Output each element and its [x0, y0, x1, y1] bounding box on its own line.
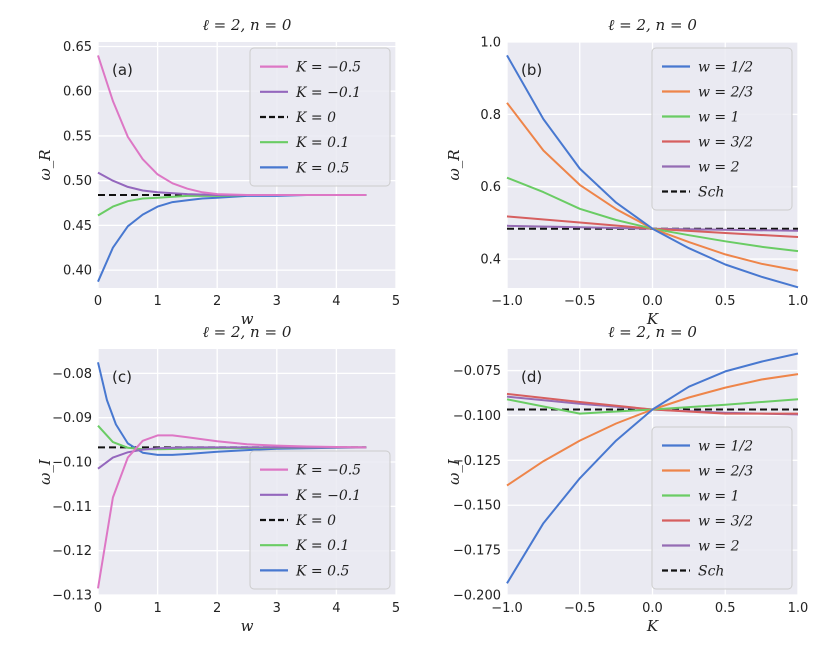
- x-axis-label: w: [241, 310, 254, 328]
- legend-entry: K = 0.1: [295, 135, 349, 151]
- x-tick-label: 5: [392, 601, 400, 616]
- x-tick-label: 0.0: [642, 601, 663, 616]
- x-axis-label: w: [241, 617, 254, 635]
- legend-entry: K = −0.1: [295, 488, 361, 504]
- x-tick-label: −0.5: [564, 294, 596, 309]
- y-tick-label: −0.075: [453, 364, 501, 379]
- x-tick-label: 3: [273, 601, 281, 616]
- legend: K = −0.5 K = −0.1 K = 0 K = 0.1 K = 0.5: [249, 450, 391, 590]
- x-tick-label: −0.5: [564, 601, 596, 616]
- panel-b: −1.0 −0.5 0.0 0.5 1.0 0.4 0.6 0.8 1.0 ℓ = 2, n = …: [445, 16, 808, 328]
- x-axis-label: K: [646, 617, 659, 635]
- x-tick-label: 0.5: [715, 601, 736, 616]
- legend-entry: w = 2: [698, 539, 740, 555]
- chart-title: ℓ = 2, n = 0: [203, 323, 292, 341]
- y-tick-label: −0.08: [52, 367, 92, 382]
- legend-frame: [249, 47, 391, 187]
- panel-label: (c): [112, 368, 132, 386]
- x-tick-label: 2: [213, 294, 221, 309]
- y-tick-label: −0.13: [52, 589, 92, 604]
- y-tick-label: 1.0: [480, 36, 501, 51]
- y-axis-label: ω_I: [445, 458, 463, 485]
- y-tick-label: 0.55: [63, 129, 92, 144]
- y-tick-label: −0.175: [453, 544, 501, 559]
- panel-label: (a): [112, 61, 133, 79]
- y-tick-label: 0.60: [63, 85, 92, 100]
- y-axis-label: ω_R: [445, 149, 463, 180]
- x-tick-label: 0: [94, 601, 102, 616]
- x-tick-label: 4: [332, 294, 340, 309]
- legend-entry: K = 0.5: [295, 563, 349, 579]
- y-tick-label: 0.40: [63, 264, 92, 279]
- legend: w = 1/2 w = 2/3 w = 1 w = 3/2 w = 2 Sch: [651, 426, 793, 590]
- legend-entry: w = 1/2: [698, 60, 753, 76]
- y-tick-label: −0.10: [52, 456, 92, 471]
- panel-c: 0 1 2 3 4 5 −0.13 −0.12 −0.11 −0.10 −0.09 −0.08 ℓ = …: [36, 323, 400, 635]
- series-line: [97, 434, 367, 589]
- x-tick-label: 0: [94, 294, 102, 309]
- legend-entry: w = 3/2: [698, 135, 753, 151]
- x-tick-label: 1: [153, 601, 161, 616]
- x-tick-label: 1.0: [788, 601, 809, 616]
- y-tick-label: −0.12: [52, 544, 92, 559]
- y-tick-label: −0.09: [52, 411, 92, 426]
- legend-entry: w = 1: [698, 110, 740, 126]
- panel-label: (b): [521, 61, 542, 79]
- y-tick-label: −0.125: [453, 454, 501, 469]
- legend-entry: K = −0.1: [295, 85, 361, 101]
- panel-a: 0 1 2 3 4 5 0.40 0.45 0.50 0.55 0.60 0.65 ℓ = 2, n =…: [36, 16, 400, 328]
- x-tick-label: 0.5: [715, 294, 736, 309]
- panel-label: (d): [521, 368, 542, 386]
- x-tick-label: 2: [213, 601, 221, 616]
- legend-entry: w = 2/3: [698, 464, 753, 480]
- x-tick-label: 1: [153, 294, 161, 309]
- x-tick-label: 0.0: [642, 294, 663, 309]
- y-axis-label: ω_R: [36, 149, 54, 180]
- x-tick-label: −1.0: [491, 294, 523, 309]
- y-tick-label: −0.100: [453, 409, 501, 424]
- x-tick-label: 4: [332, 601, 340, 616]
- y-tick-label: 0.45: [63, 219, 92, 234]
- legend-entry: K = −0.5: [295, 60, 361, 76]
- y-tick-label: 0.65: [63, 40, 92, 55]
- x-tick-label: 1.0: [788, 294, 809, 309]
- y-tick-label: 0.6: [480, 180, 501, 195]
- legend: K = −0.5 K = −0.1 K = 0 K = 0.1 K = 0.5: [249, 47, 391, 187]
- legend-entry: K = 0: [295, 513, 336, 529]
- y-tick-label: 0.8: [480, 108, 501, 123]
- legend-entry: w = 3/2: [698, 514, 753, 530]
- legend-frame: [651, 426, 793, 590]
- y-tick-label: 0.4: [480, 253, 501, 268]
- chart-title: ℓ = 2, n = 0: [608, 323, 697, 341]
- series-line: [97, 55, 367, 196]
- legend-entry: w = 1/2: [698, 439, 753, 455]
- legend-entry: Sch: [698, 185, 724, 201]
- legend-entry: K = 0.5: [295, 160, 349, 176]
- y-tick-label: −0.11: [52, 500, 92, 515]
- legend-entry: w = 2: [698, 160, 740, 176]
- x-tick-label: 5: [392, 294, 400, 309]
- panel-d: −1.0 −0.5 0.0 0.5 1.0 −0.200 −0.175 −0.150 −0.12…: [445, 323, 808, 635]
- legend-entry: Sch: [698, 564, 724, 580]
- legend-entry: w = 1: [698, 489, 740, 505]
- legend-entry: K = −0.5: [295, 463, 361, 479]
- y-axis-label: ω_I: [36, 458, 54, 485]
- chart-title: ℓ = 2, n = 0: [203, 16, 292, 34]
- x-axis-label: K: [646, 310, 659, 328]
- y-tick-label: −0.200: [453, 589, 501, 604]
- legend-entry: K = 0: [295, 110, 336, 126]
- series-line: [506, 352, 799, 584]
- legend-frame: [651, 47, 793, 211]
- chart-title: ℓ = 2, n = 0: [608, 16, 697, 34]
- x-tick-label: 3: [273, 294, 281, 309]
- legend-entry: w = 2/3: [698, 85, 753, 101]
- legend-frame: [249, 450, 391, 590]
- y-tick-label: −0.150: [453, 499, 501, 514]
- legend: w = 1/2 w = 2/3 w = 1 w = 3/2 w = 2 Sch: [651, 47, 793, 211]
- y-tick-label: 0.50: [63, 174, 92, 189]
- series-line: [506, 54, 799, 289]
- x-tick-label: −1.0: [491, 601, 523, 616]
- legend-entry: K = 0.1: [295, 538, 349, 554]
